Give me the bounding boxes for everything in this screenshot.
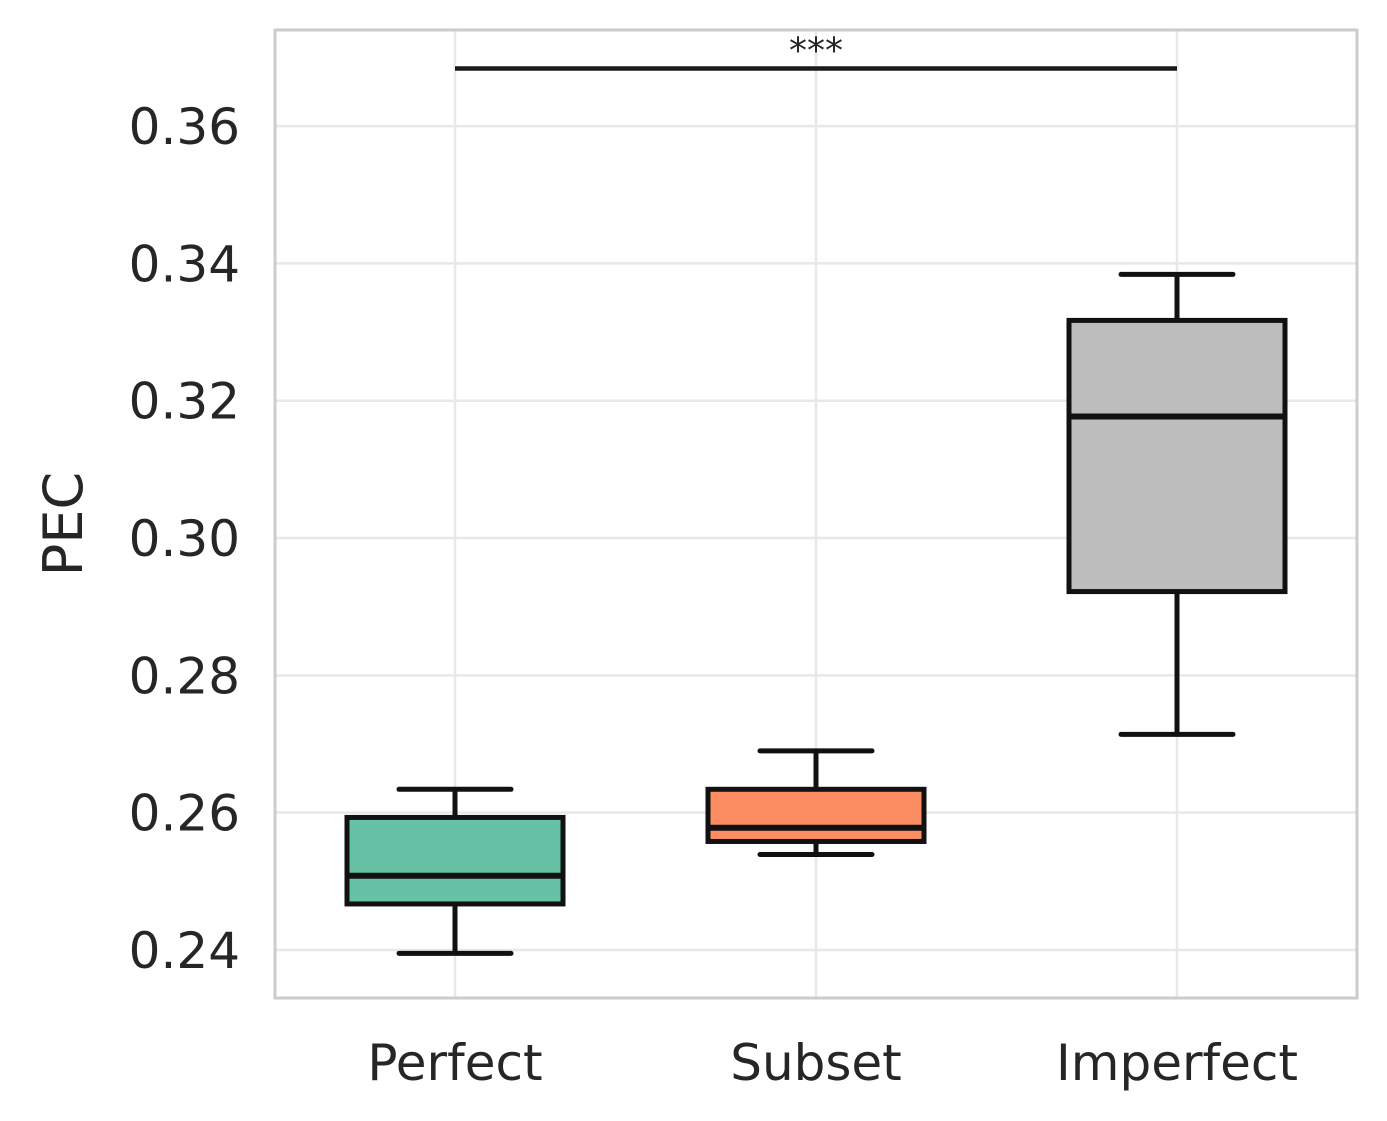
box-perfect bbox=[344, 786, 566, 956]
box-imperfect bbox=[1066, 271, 1288, 737]
y-tick-label: 0.28 bbox=[129, 647, 240, 705]
y-tick-label: 0.30 bbox=[129, 510, 240, 568]
y-tick-label: 0.26 bbox=[129, 785, 240, 843]
plot-frame bbox=[273, 28, 1359, 1000]
significance-annotation: *** bbox=[455, 30, 1177, 71]
boxes bbox=[344, 271, 1288, 956]
y-tick-label: 0.32 bbox=[129, 373, 240, 431]
x-axis-ticks: Perfect Subset Imperfect bbox=[367, 1034, 1298, 1092]
box-iqr bbox=[705, 786, 927, 844]
y-tick-label: 0.36 bbox=[129, 98, 240, 156]
y-axis-label: PEC bbox=[32, 472, 95, 576]
x-tick-label: Imperfect bbox=[1056, 1034, 1298, 1092]
significance-label: *** bbox=[789, 30, 843, 71]
box-iqr bbox=[1066, 317, 1288, 595]
box-iqr bbox=[344, 814, 566, 907]
x-tick-label: Subset bbox=[730, 1034, 902, 1092]
y-tick-label: 0.34 bbox=[129, 235, 240, 293]
x-tick-label: Perfect bbox=[367, 1034, 542, 1092]
box-subset bbox=[705, 748, 927, 858]
y-axis-ticks: 0.24 0.26 0.28 0.30 0.32 0.34 0.36 bbox=[129, 98, 240, 980]
y-tick-label: 0.24 bbox=[129, 922, 240, 980]
